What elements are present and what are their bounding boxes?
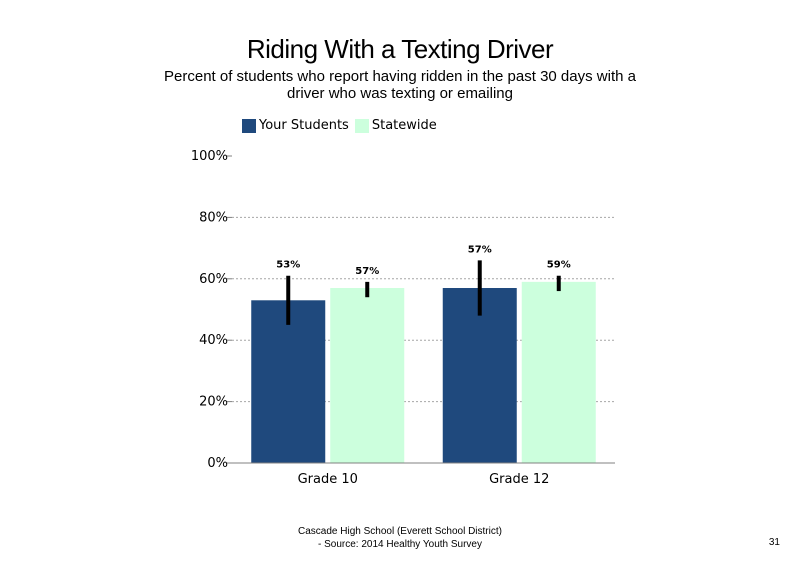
chart-title: Riding With a Texting Driver: [246, 34, 554, 64]
bar-0-0: [251, 300, 326, 463]
y-tick-label-80: 80%: [199, 210, 228, 225]
legend-label-statewide: Statewide: [371, 118, 437, 133]
legend-swatch-your-students: [242, 118, 256, 133]
data-label-0-0: 53%: [276, 260, 300, 271]
footer: Cascade High School (Everett School Dist…: [200, 525, 600, 551]
page-number: 31: [768, 537, 780, 548]
x-tick-label-1: Grade 12: [489, 472, 549, 487]
legend-swatch-statewide: [354, 118, 369, 133]
footer-source: - Source: 2014 Healthy Youth Survey: [318, 539, 482, 550]
y-tick-label-0: 0%: [207, 456, 228, 471]
legend-label-your-students: Your Students: [259, 118, 349, 133]
legend-item-your-students: Your Students: [242, 118, 349, 133]
data-label-1-1: 59%: [547, 260, 571, 271]
footer-school: Cascade High School (Everett School Dist…: [298, 526, 502, 537]
y-tick-label-40: 40%: [199, 333, 228, 348]
legend-item-statewide: Statewide: [354, 118, 437, 133]
y-tick-label-100: 100%: [191, 149, 228, 164]
bar-1-0: [330, 288, 405, 463]
x-tick-label-0: Grade 10: [298, 472, 358, 487]
y-tick-label-20: 20%: [199, 395, 228, 410]
data-label-0-1: 57%: [468, 244, 492, 255]
data-label-1-0: 57%: [355, 266, 379, 277]
bar-1-1: [521, 281, 596, 463]
bar-0-1: [442, 288, 517, 463]
chart-subtitle: Percent of students who report having ri…: [164, 68, 636, 102]
legend: Your Students Statewide: [242, 118, 443, 133]
y-tick-label-60: 60%: [199, 272, 228, 287]
